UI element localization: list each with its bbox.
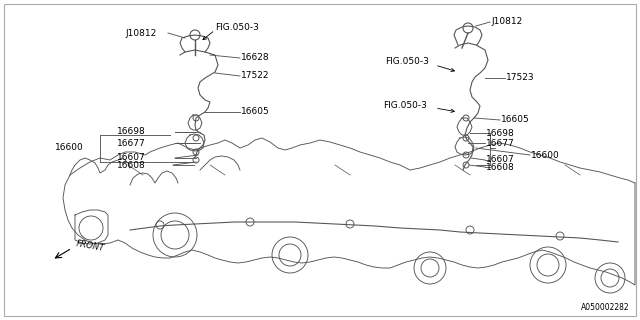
Text: FIG.050-3: FIG.050-3: [383, 100, 427, 109]
Text: 16608: 16608: [486, 163, 515, 172]
Text: J10812: J10812: [491, 18, 522, 27]
Text: J10812: J10812: [125, 28, 156, 37]
Text: A050002282: A050002282: [581, 303, 630, 312]
Text: 16600: 16600: [531, 150, 560, 159]
Text: 16608: 16608: [117, 161, 146, 170]
Text: 16677: 16677: [486, 139, 515, 148]
Text: 16607: 16607: [117, 154, 146, 163]
Text: 16677: 16677: [117, 139, 146, 148]
Text: 16600: 16600: [55, 143, 84, 153]
Text: 16605: 16605: [501, 116, 530, 124]
Text: 16698: 16698: [486, 129, 515, 138]
Text: FIG.050-3: FIG.050-3: [215, 23, 259, 33]
Text: FRONT: FRONT: [75, 239, 105, 253]
Text: 16607: 16607: [486, 156, 515, 164]
Text: 16698: 16698: [117, 127, 146, 137]
Text: 16605: 16605: [241, 108, 269, 116]
Text: 16628: 16628: [241, 53, 269, 62]
Text: 17523: 17523: [506, 74, 534, 83]
Text: 17522: 17522: [241, 71, 269, 81]
Text: FIG.050-3: FIG.050-3: [385, 58, 429, 67]
